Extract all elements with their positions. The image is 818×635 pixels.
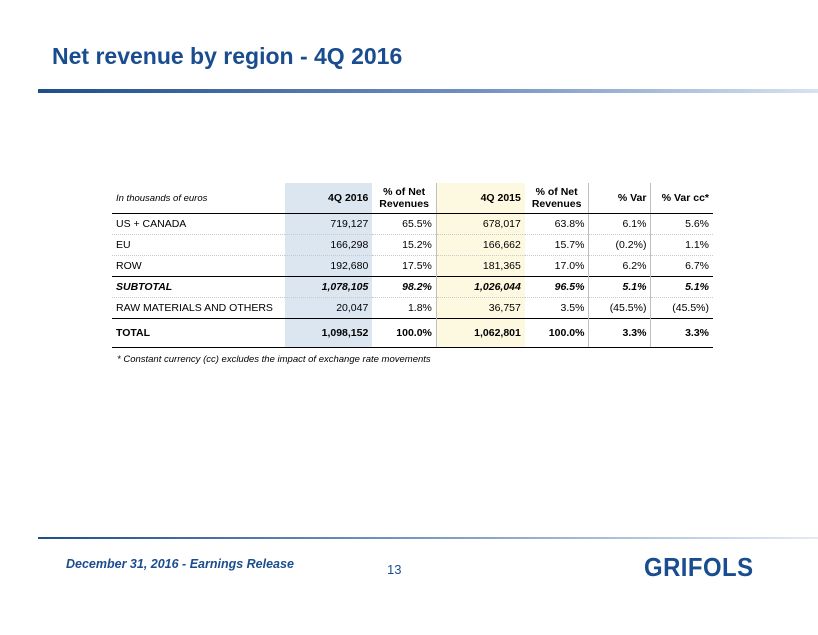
row-label: US + CANADA bbox=[112, 213, 285, 235]
table-header-row: In thousands of euros 4Q 2016 % of Net Re… bbox=[112, 183, 713, 214]
cell-4q-2015: 181,365 bbox=[435, 255, 525, 277]
header-pct-net-revenues-2015: % of Net Revenues bbox=[524, 183, 589, 214]
cell-pct-2015: 96.5% bbox=[524, 276, 589, 298]
units-note: In thousands of euros bbox=[112, 183, 285, 214]
cell-4q-2016: 166,298 bbox=[284, 234, 373, 256]
cell-4q-2015: 1,062,801 bbox=[435, 318, 525, 348]
header-pct-var: % Var bbox=[588, 183, 651, 214]
cell-4q-2016: 192,680 bbox=[284, 255, 373, 277]
cell-4q-2016: 1,098,152 bbox=[284, 318, 373, 348]
grifols-logo: GRIFOLS bbox=[644, 552, 754, 582]
cell-pct-2015: 63.8% bbox=[524, 213, 589, 235]
total-row: TOTAL 1,098,152 100.0% 1,062,801 100.0% … bbox=[112, 318, 713, 348]
cell-4q-2016: 20,047 bbox=[284, 297, 373, 319]
cell-pct-2015: 100.0% bbox=[524, 318, 589, 348]
cell-var: 5.1% bbox=[588, 276, 651, 298]
page-number: 13 bbox=[387, 562, 402, 577]
cell-pct-2016: 17.5% bbox=[372, 255, 437, 277]
revenue-by-region-table: In thousands of euros 4Q 2016 % of Net Re… bbox=[112, 183, 713, 348]
cell-4q-2016: 719,127 bbox=[284, 213, 373, 235]
cell-var: 6.2% bbox=[588, 255, 651, 277]
cell-pct-2016: 65.5% bbox=[372, 213, 437, 235]
header-pct-net-revenues-2016: % of Net Revenues bbox=[372, 183, 437, 214]
cell-var: 6.1% bbox=[588, 213, 651, 235]
row-label: ROW bbox=[112, 255, 285, 277]
header-pct-var-cc: % Var cc* bbox=[650, 183, 713, 214]
cell-var: 3.3% bbox=[588, 318, 651, 348]
cell-var-cc: 3.3% bbox=[650, 318, 713, 348]
title-divider bbox=[38, 89, 818, 93]
cell-pct-2016: 98.2% bbox=[372, 276, 437, 298]
cell-pct-2015: 3.5% bbox=[560, 302, 585, 314]
cell-var-cc: 5.6% bbox=[650, 213, 713, 235]
cell-pct-2016: 100.0% bbox=[372, 318, 437, 348]
row-label: RAW MATERIALS AND OTHERS bbox=[116, 302, 273, 314]
cell-var-cc: 5.1% bbox=[650, 276, 713, 298]
subtotal-row: SUBTOTAL 1,078,105 98.2% 1,026,044 96.5%… bbox=[112, 276, 713, 298]
cell-4q-2015: 36,757 bbox=[435, 297, 525, 319]
cell-4q-2015: 678,017 bbox=[435, 213, 525, 235]
cell-pct-2016: 15.2% bbox=[372, 234, 437, 256]
cell-var: (45.5%) bbox=[588, 297, 651, 319]
table-row: RAW MATERIALS AND OTHERS 20,047 1.8% 36,… bbox=[112, 297, 713, 319]
slide-title: Net revenue by region - 4Q 2016 bbox=[52, 43, 403, 69]
cell-var-cc: 1.1% bbox=[650, 234, 713, 256]
cell-pct-2015: 17.0% bbox=[524, 255, 589, 277]
cell-4q-2016: 1,078,105 bbox=[284, 276, 373, 298]
cell-var: (0.2%) bbox=[588, 234, 651, 256]
cell-pct-2015: 15.7% bbox=[524, 234, 589, 256]
cell-pct-2016: 1.8% bbox=[407, 302, 432, 314]
row-label: TOTAL bbox=[112, 318, 285, 348]
cell-var-cc: 6.7% bbox=[650, 255, 713, 277]
cell-4q-2015: 1,026,044 bbox=[435, 276, 525, 298]
row-label: EU bbox=[112, 234, 285, 256]
table-row: ROW 192,680 17.5% 181,365 17.0% 6.2% 6.7… bbox=[112, 255, 713, 277]
table-footnote: * Constant currency (cc) excludes the im… bbox=[117, 354, 431, 365]
footer-release-label: December 31, 2016 - Earnings Release bbox=[66, 557, 294, 571]
footer-divider bbox=[38, 537, 818, 539]
header-4q-2015: 4Q 2015 bbox=[435, 183, 525, 214]
table-row: US + CANADA 719,127 65.5% 678,017 63.8% … bbox=[112, 213, 713, 235]
table-row: EU 166,298 15.2% 166,662 15.7% (0.2%) 1.… bbox=[112, 234, 713, 256]
cell-var-cc: (45.5%) bbox=[650, 297, 713, 319]
header-4q-2016: 4Q 2016 bbox=[284, 183, 373, 214]
row-label: SUBTOTAL bbox=[112, 276, 285, 298]
cell-4q-2015: 166,662 bbox=[435, 234, 525, 256]
